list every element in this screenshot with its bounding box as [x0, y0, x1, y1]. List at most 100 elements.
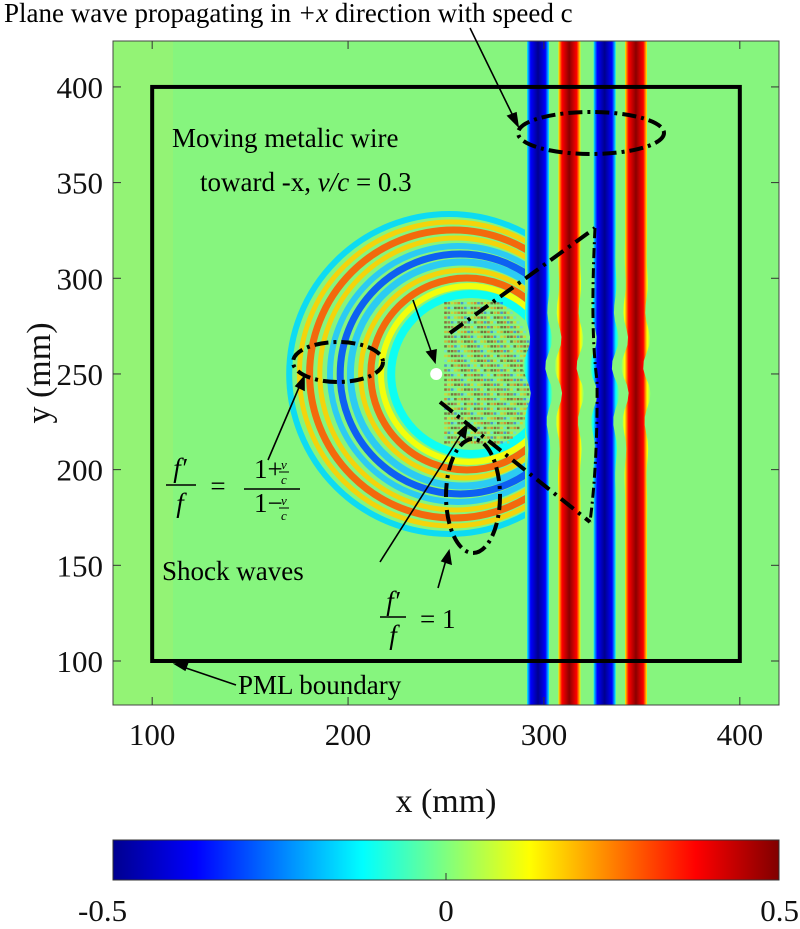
interference-cell [516, 335, 520, 338]
interference-cell [516, 407, 520, 410]
interference-cell [460, 436, 464, 439]
interference-cell [493, 378, 497, 382]
wave-ring [336, 250, 525, 498]
interference-cell [497, 311, 500, 314]
interference-cell [510, 378, 513, 382]
interference-cell [513, 378, 517, 382]
interference-cell [477, 325, 480, 329]
interference-cell [513, 369, 517, 372]
interference-cell [450, 325, 454, 329]
interference-cell [523, 417, 527, 420]
interference-cell [460, 393, 464, 396]
interference-cell [506, 378, 510, 382]
interference-cell [473, 321, 477, 324]
interference-cell [523, 378, 527, 382]
interference-cell [450, 383, 454, 386]
plane-wave-band-negative [523, 41, 553, 705]
interference-cell [516, 388, 520, 391]
interference-cell [523, 335, 527, 338]
colorbar-ticks: -0.5 0 0.5 [78, 873, 799, 928]
interference-cell [454, 364, 457, 367]
y-tick-label: 400 [57, 70, 104, 105]
interference-cell [493, 345, 497, 348]
interference-cell [487, 349, 490, 353]
interference-cell [516, 364, 520, 367]
interference-cell [450, 316, 454, 319]
interference-cell [447, 431, 451, 434]
interference-cell [467, 373, 470, 377]
interference-cell [510, 345, 513, 348]
interference-cell [490, 345, 494, 348]
interference-cell [516, 321, 520, 324]
interference-cell [506, 321, 510, 324]
interference-cell [497, 383, 500, 386]
interference-cell [473, 345, 477, 348]
interference-cell [457, 364, 461, 367]
interference-cell [520, 369, 523, 372]
interference-cell [490, 412, 494, 415]
interference-cell [497, 373, 500, 377]
interference-cell [457, 301, 461, 305]
interference-cell [447, 335, 451, 338]
interference-cell [493, 417, 497, 420]
interference-cell [490, 325, 494, 329]
shock-waves-annotation: Shock waves [162, 556, 304, 586]
interference-cell [444, 316, 447, 319]
interference-cell [520, 402, 523, 406]
interference-cell [526, 402, 530, 406]
interference-cell [497, 407, 500, 410]
interference-cell [480, 378, 484, 382]
interference-cell [480, 412, 484, 415]
interference-cell [477, 301, 480, 305]
scattered-wave-rings [286, 211, 525, 537]
interference-cell [450, 388, 454, 391]
interference-cell [487, 407, 490, 410]
interference-cell [457, 306, 461, 310]
interference-cell [520, 345, 523, 348]
x-axis-ticks: 100 200 300 400 [129, 41, 763, 752]
interference-cell [450, 354, 454, 358]
interference-cell [513, 397, 517, 401]
interference-cell [450, 417, 454, 420]
interference-cell [450, 301, 454, 305]
interference-cell [497, 325, 500, 329]
interference-cell [450, 431, 454, 434]
interference-cell [444, 436, 447, 439]
interference-cell [470, 431, 474, 434]
interference-cell [520, 383, 523, 386]
interference-cell [497, 349, 500, 353]
interference-cell [470, 441, 474, 444]
interference-cell [487, 321, 490, 324]
interference-cell [467, 436, 470, 439]
interference-cell [473, 330, 477, 334]
y-tick-label: 250 [57, 357, 104, 392]
colorbar-tick-label: 0 [438, 893, 454, 928]
interference-cell [503, 431, 507, 434]
interference-cell [467, 301, 470, 305]
interference-cell [487, 378, 490, 382]
interference-cell [460, 402, 464, 406]
interference-cell [487, 373, 490, 377]
interference-cell [480, 388, 484, 391]
interference-cell [477, 354, 480, 358]
interference-cell [483, 364, 487, 367]
interference-cell [460, 383, 464, 386]
interference-cell [520, 421, 523, 425]
interference-cell [506, 397, 510, 401]
interference-cell [490, 378, 494, 382]
interference-cell [464, 402, 467, 406]
interference-cell [467, 426, 470, 430]
interference-cell [493, 436, 497, 439]
interference-cell [513, 412, 517, 415]
interference-cell [464, 373, 467, 377]
ellipse-doppler-right [444, 437, 502, 555]
interference-cell [516, 412, 520, 415]
interference-cell [516, 417, 520, 420]
interference-cell [467, 359, 470, 362]
interference-cell [460, 417, 464, 420]
wire-annotation-line2: toward -x, v/c = 0.3 [200, 167, 412, 197]
plane-wave-band-negative [589, 41, 620, 705]
interference-cell [500, 393, 503, 396]
interference-cell [467, 340, 470, 343]
interference-cell [444, 378, 447, 382]
